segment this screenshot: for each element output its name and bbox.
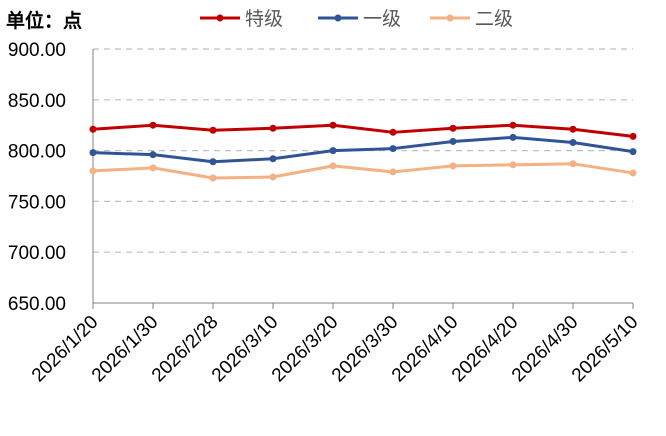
data-point [269, 124, 277, 132]
data-point [509, 133, 517, 141]
data-point [569, 125, 577, 133]
data-point [629, 148, 637, 156]
data-point [89, 167, 97, 175]
data-point [269, 155, 277, 163]
data-point [89, 125, 97, 133]
data-point [449, 162, 457, 170]
data-point [89, 149, 97, 157]
data-point [389, 168, 397, 176]
data-point [329, 162, 337, 170]
series-line [92, 135, 634, 164]
data-point [149, 151, 157, 159]
y-tick-label: 750.00 [8, 192, 66, 213]
data-point [209, 158, 217, 166]
y-tick-label: 650.00 [8, 294, 66, 315]
series-line [92, 162, 634, 180]
data-point [569, 160, 577, 168]
data-point [269, 173, 277, 181]
legend-swatch-marker [446, 14, 454, 22]
y-tick-label: 800.00 [8, 142, 66, 163]
data-point [509, 121, 517, 129]
legend-swatch-marker [334, 14, 342, 22]
data-point [149, 164, 157, 172]
data-point [389, 128, 397, 136]
y-tick-label: 700.00 [8, 243, 66, 264]
legend-label: 二级 [475, 8, 513, 30]
data-point [449, 137, 457, 145]
data-point [329, 121, 337, 129]
data-point [629, 169, 637, 177]
legend-label: 特级 [245, 8, 283, 30]
data-point [449, 124, 457, 132]
y-tick-label: 850.00 [8, 91, 66, 112]
data-point [569, 138, 577, 146]
unit-label: 单位：点 [6, 10, 83, 32]
data-point [509, 161, 517, 169]
data-point [149, 121, 157, 129]
legend-swatch-marker [216, 14, 224, 22]
data-point [329, 147, 337, 155]
data-point [209, 174, 217, 182]
data-point [209, 126, 217, 134]
data-point [389, 145, 397, 153]
y-tick-label: 900.00 [8, 40, 66, 61]
x-tick-label: 2026/5/10 [568, 312, 643, 387]
data-point [629, 132, 637, 140]
series-line [92, 123, 634, 138]
legend-label: 一级 [363, 8, 401, 30]
